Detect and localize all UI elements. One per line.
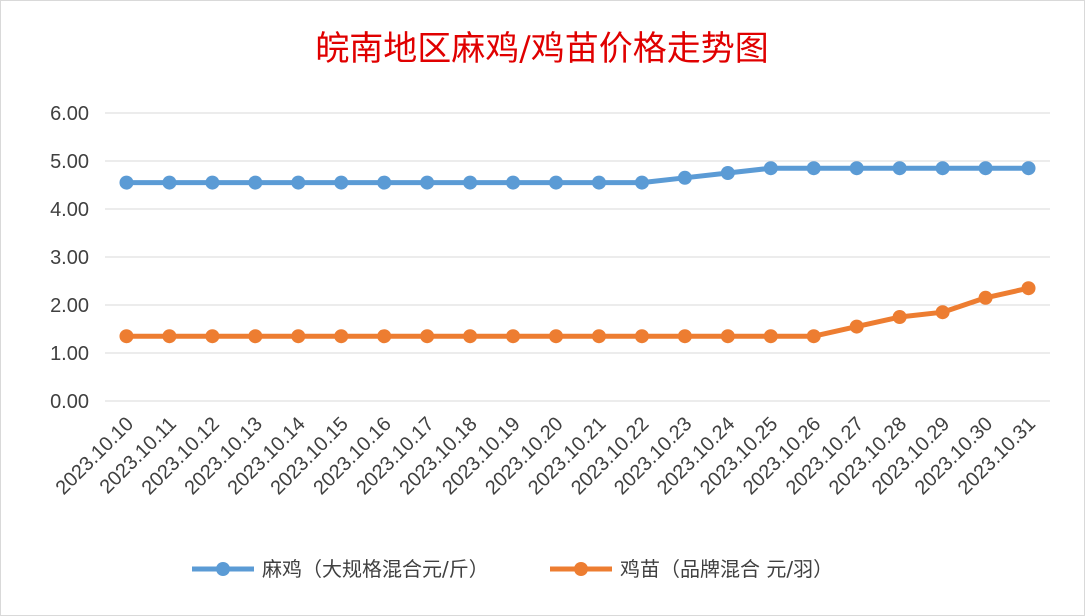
series-lines (119, 161, 1036, 344)
data-point (720, 166, 735, 180)
legend-label: 麻鸡（大规格混合元/斤） (262, 557, 489, 581)
data-point (162, 175, 177, 190)
data-point (634, 329, 649, 344)
x-axis-tick-labels: 2023.10.102023.10.112023.10.122023.10.13… (52, 413, 1040, 499)
y-axis-tick-labels: 0.00 1.00 2.00 3.00 4.00 5.00 6.00 (50, 103, 89, 413)
data-point (377, 329, 392, 344)
data-point (334, 175, 349, 190)
data-point (978, 290, 993, 305)
data-point (806, 161, 821, 176)
series-line (123, 285, 1032, 339)
data-point (677, 329, 692, 344)
data-point (549, 175, 564, 190)
legend-item: 鸡苗（品牌混合 元/羽） (550, 557, 833, 581)
data-point (463, 329, 478, 344)
data-point (978, 161, 993, 176)
gridlines (105, 112, 1050, 402)
y-tick-label: 3.00 (50, 247, 89, 269)
data-point (506, 329, 521, 344)
data-point (849, 161, 864, 176)
data-point (591, 175, 606, 190)
y-tick-label: 2.00 (50, 295, 89, 317)
data-point (162, 329, 177, 344)
data-point (119, 175, 134, 190)
data-point (849, 319, 864, 334)
data-point (377, 175, 392, 190)
data-point (291, 175, 306, 190)
data-point (720, 329, 735, 344)
legend-item: 麻鸡（大规格混合元/斤） (192, 557, 489, 581)
data-point (763, 329, 778, 344)
y-tick-label: 4.00 (50, 199, 89, 221)
data-point (935, 161, 950, 176)
data-point (892, 161, 907, 176)
data-point (119, 329, 134, 344)
series-1 (119, 161, 1036, 190)
data-point (420, 175, 435, 190)
legend: 麻鸡（大规格混合元/斤） 鸡苗（品牌混合 元/羽） (192, 557, 833, 581)
chart-title: 皖南地区麻鸡/鸡苗价格走势图 (315, 29, 768, 69)
data-point (677, 170, 692, 185)
data-point (334, 329, 349, 344)
data-point (892, 310, 907, 324)
y-tick-label: 0.00 (50, 391, 89, 413)
data-point (1021, 161, 1036, 176)
y-tick-label: 1.00 (50, 343, 89, 365)
data-point (1021, 281, 1036, 296)
data-point (506, 175, 521, 190)
data-point (248, 329, 263, 344)
data-point (205, 329, 220, 344)
data-point (935, 305, 950, 320)
data-point (763, 161, 778, 176)
data-point (205, 175, 220, 190)
legend-marker (216, 562, 230, 576)
legend-label: 鸡苗（品牌混合 元/羽） (620, 557, 833, 581)
data-point (291, 329, 306, 344)
data-point (248, 175, 263, 190)
y-tick-label: 6.00 (50, 103, 89, 125)
data-point (591, 329, 606, 344)
series-line (123, 165, 1032, 186)
legend-marker (574, 562, 588, 576)
data-point (806, 329, 821, 344)
data-point (634, 175, 649, 190)
data-point (420, 329, 435, 344)
series-2 (119, 281, 1036, 344)
data-point (549, 329, 564, 344)
data-point (463, 175, 478, 190)
y-tick-label: 5.00 (50, 151, 89, 173)
